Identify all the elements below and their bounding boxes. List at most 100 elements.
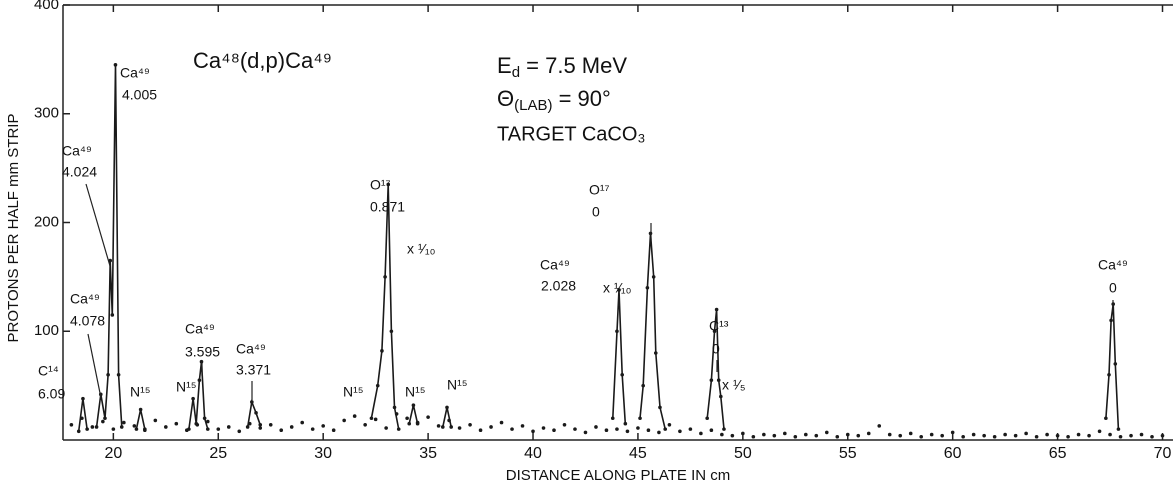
data-point — [369, 416, 374, 421]
data-point — [396, 427, 401, 431]
data-point — [719, 394, 723, 399]
annotation: Ca⁴⁹ — [540, 257, 570, 273]
data-point — [226, 425, 231, 429]
data-point — [657, 430, 661, 435]
data-point — [940, 433, 944, 438]
data-point — [94, 425, 99, 429]
data-point — [468, 422, 472, 427]
data-point — [411, 403, 416, 408]
data-point — [205, 419, 210, 424]
data-point — [887, 432, 892, 437]
data-point — [1013, 433, 1018, 438]
data-point — [617, 288, 621, 292]
data-point — [153, 418, 158, 423]
data-point — [407, 421, 412, 426]
data-point — [520, 424, 525, 428]
data-point — [69, 422, 74, 427]
data-point — [331, 428, 336, 433]
condition-part: E — [497, 53, 512, 78]
data-point — [245, 425, 250, 429]
annotation: N¹⁵ — [447, 377, 468, 393]
data-point — [415, 421, 420, 426]
data-point — [205, 427, 210, 431]
data-point — [814, 433, 819, 438]
condition-part: Θ — [497, 86, 514, 111]
data-point — [310, 427, 315, 431]
x-tick-label: 30 — [314, 445, 332, 462]
data-point — [258, 426, 263, 430]
data-point — [373, 417, 378, 422]
data-point — [636, 426, 640, 430]
data-point — [615, 427, 619, 431]
annotation: 6.09 — [38, 386, 65, 402]
data-point — [610, 416, 615, 421]
data-point — [237, 429, 242, 434]
data-point — [653, 351, 658, 355]
data-point — [216, 427, 221, 431]
data-point — [688, 427, 693, 431]
annotation: 4.005 — [122, 87, 157, 103]
x-tick-label: 25 — [209, 445, 227, 462]
annotation: Ca⁴⁸(d,p)Ca⁴⁹ — [193, 48, 332, 73]
data-point — [1045, 432, 1049, 437]
annotation: Ca⁴⁹ — [236, 341, 266, 357]
x-tick-label: 55 — [839, 445, 857, 462]
data-point — [531, 429, 535, 434]
data-point — [321, 424, 325, 428]
data-point — [722, 427, 726, 431]
data-point — [877, 424, 882, 428]
data-point — [202, 416, 207, 421]
data-point — [971, 432, 976, 437]
data-point — [197, 378, 202, 382]
data-point — [772, 433, 777, 438]
annotation: Ca⁴⁹ — [70, 291, 100, 307]
data-point — [835, 434, 840, 439]
data-point — [898, 433, 903, 438]
data-point — [699, 431, 703, 436]
data-point — [268, 422, 273, 427]
data-point — [1150, 434, 1154, 439]
data-point — [712, 329, 717, 334]
data-point — [119, 425, 124, 429]
data-point — [646, 428, 651, 433]
data-point — [824, 430, 829, 435]
data-point — [116, 372, 121, 377]
data-point — [101, 419, 105, 424]
data-point — [250, 400, 254, 404]
annotation: Ca⁴⁹ — [185, 321, 215, 337]
data-point — [122, 420, 126, 425]
annotation: N¹⁵ — [130, 384, 151, 400]
annotation: x ¹⁄₁₀ — [603, 280, 632, 296]
data-point — [645, 285, 650, 290]
data-point — [541, 426, 546, 430]
annotation: Ca⁴⁹ — [62, 143, 92, 159]
data-point — [1104, 416, 1108, 421]
data-point — [1116, 427, 1121, 431]
annotation: TARGET CaCO₃ — [497, 123, 646, 145]
data-point — [108, 258, 113, 263]
data-point — [1108, 432, 1112, 437]
data-point — [300, 420, 305, 425]
data-point — [138, 407, 143, 412]
data-point — [445, 405, 449, 410]
data-point — [436, 424, 441, 428]
y-tick-label: 200 — [34, 213, 59, 230]
condition-part: = 90° — [552, 86, 610, 111]
x-tick-label: 35 — [419, 445, 437, 462]
data-point — [908, 431, 913, 436]
data-point — [709, 378, 714, 382]
y-tick-label: 400 — [34, 0, 59, 13]
data-point — [803, 432, 808, 437]
x-axis-label: DISTANCE ALONG PLATE IN cm — [506, 467, 731, 484]
data-point — [845, 432, 850, 437]
data-point — [709, 428, 714, 433]
data-point — [663, 427, 668, 431]
condition-part: = 7.5 MeV — [520, 53, 627, 78]
data-point — [1087, 433, 1091, 438]
annotation: 3.371 — [236, 362, 271, 378]
data-point — [562, 422, 567, 427]
x-tick-label: 60 — [944, 445, 962, 462]
data-point — [106, 372, 110, 377]
data-point — [783, 431, 787, 436]
data-point — [499, 420, 504, 425]
